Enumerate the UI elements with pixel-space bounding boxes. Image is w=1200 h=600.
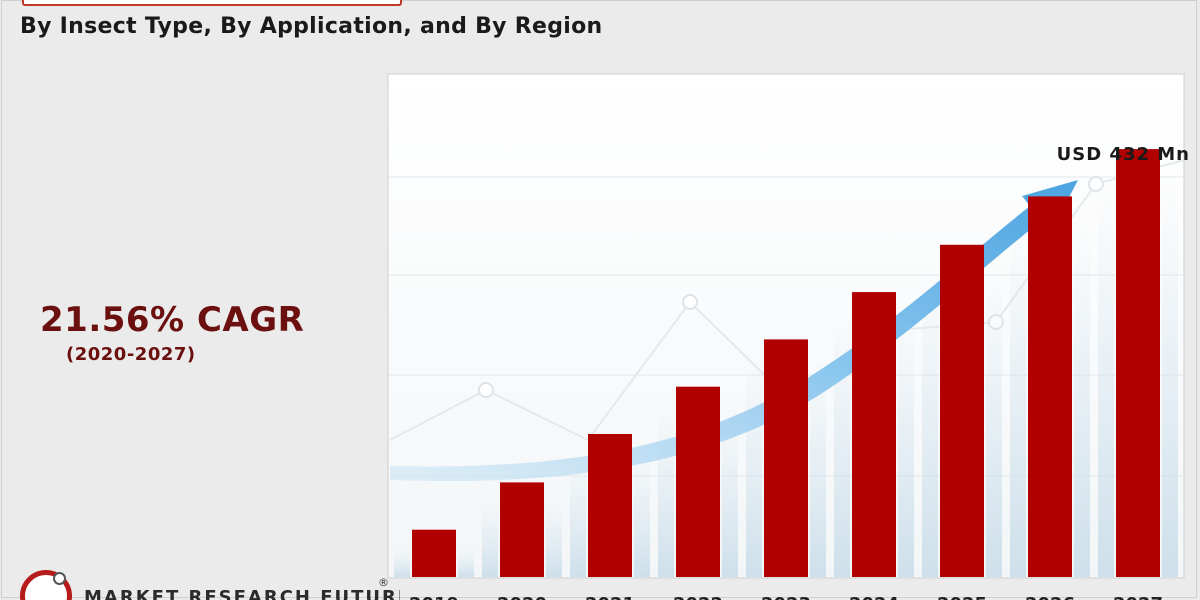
x-tick-2025: 2025 (937, 594, 987, 600)
bar-2019 (412, 529, 456, 577)
x-tick-labels: 2019 2020 2021 2022 2023 2024 2025 2026 2027 (409, 594, 1163, 600)
bar-2022 (676, 386, 720, 577)
background-stripe (922, 264, 938, 577)
x-tick-2021: 2021 (585, 594, 635, 600)
x-tick-2023: 2023 (761, 594, 811, 600)
background-stripe (458, 549, 474, 577)
background-stripe (482, 502, 498, 577)
bar-2026 (1028, 196, 1072, 577)
background-stripe (746, 359, 762, 577)
background-stripe (570, 454, 586, 577)
background-stripe (810, 359, 826, 577)
bar-2021 (588, 434, 632, 577)
bar-labels: USD 432 Mn (1057, 144, 1190, 165)
bar-2024 (852, 292, 896, 577)
cagr-value: 21.56% CAGR (40, 300, 305, 340)
bar-2027 (1116, 149, 1160, 577)
cagr-period: (2020-2027) (66, 344, 196, 365)
background-stripe (394, 549, 410, 577)
brand-logo: MARKET RESEARCH FUTURE ® (20, 568, 400, 600)
background-stripe (1074, 216, 1090, 577)
x-tick-2022: 2022 (673, 594, 723, 600)
x-tick-2020: 2020 (497, 594, 547, 600)
background-stripe (658, 406, 674, 577)
brand-name: MARKET RESEARCH FUTURE (84, 587, 400, 600)
logo-dot-icon (53, 572, 66, 585)
background-stripe (634, 454, 650, 577)
bar-2023 (764, 339, 808, 577)
bar-2025 (940, 244, 984, 578)
x-tick-2019: 2019 (409, 594, 459, 600)
background-stripe (898, 312, 914, 577)
chart-subtitle: By Insect Type, By Application, and By R… (20, 14, 603, 39)
x-tick-2027: 2027 (1113, 594, 1163, 600)
background-stripe (722, 406, 738, 577)
bar-2020 (500, 482, 544, 577)
background-stripe (546, 502, 562, 577)
x-tick-2024: 2024 (849, 594, 899, 600)
title-tab (22, 0, 402, 6)
background-stripe (1162, 177, 1178, 577)
background-stripe (1098, 177, 1114, 577)
value-annotation: USD 432 Mn (1057, 144, 1190, 165)
registered-mark: ® (378, 576, 389, 589)
background-stripes (394, 177, 1178, 577)
growth-arrow-icon (390, 180, 1078, 482)
background-stripe (986, 264, 1002, 577)
x-tick-2026: 2026 (1025, 594, 1075, 600)
background-stripe (1010, 216, 1026, 577)
bars (412, 149, 1160, 578)
